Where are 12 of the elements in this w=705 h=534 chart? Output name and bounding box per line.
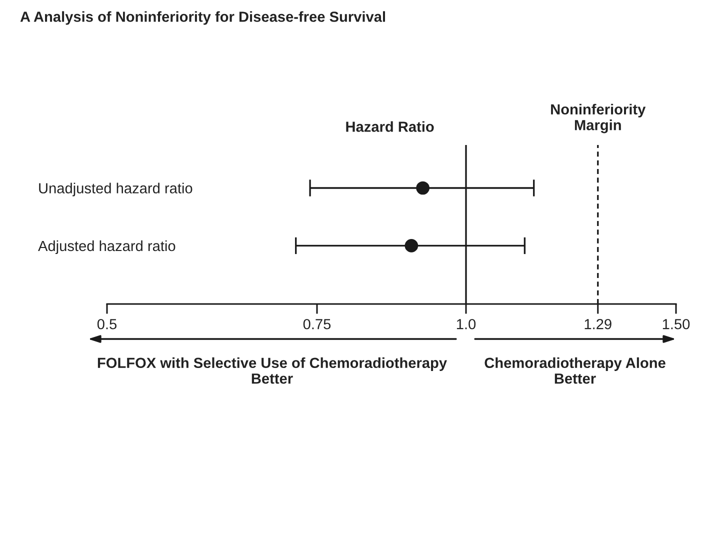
chart-title: A Analysis of Noninferiority for Disease-free Survival	[20, 11, 385, 25]
x-tick-label: 1.0	[456, 318, 476, 330]
text: FOLFOX with Selective Use of Chemoradiotherapy Better	[98, 357, 447, 384]
x-tick-label: 1.50	[662, 318, 690, 330]
y-tick-label: Unadjusted hazard ratio	[39, 182, 192, 196]
x-tick-label: 0.5	[97, 318, 117, 330]
x-tick-label: 1.29	[584, 318, 612, 330]
y-tick-label: Adjusted hazard ratio	[38, 240, 176, 254]
x-axis-title: Hazard Ratio	[346, 121, 434, 132]
x-tick-label: 0.75	[303, 318, 331, 330]
text: Chemoradiotherapy Alone Better	[484, 357, 666, 384]
ref-line-label: Noninferiority Margin	[551, 104, 646, 134]
